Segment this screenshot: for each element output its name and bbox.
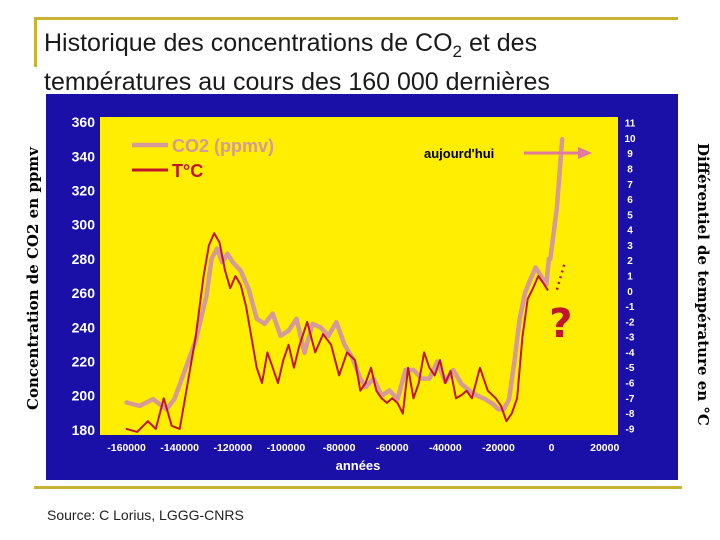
today-label: aujourd'hui [424,146,494,161]
x-tick-label: -120000 [214,442,253,454]
right-y-tick-label: 4 [627,226,633,237]
right-y-tick-label: 8 [627,164,633,175]
left-y-tick-label: 240 [72,319,96,335]
co2-today-rise-line [546,136,565,262]
slide-title: Historique des concentrations de CO2 et … [44,28,684,90]
right-y-tick-label: -9 [626,424,635,435]
right-y-tick-label: 10 [624,134,636,145]
slide-title-line-1: Historique des concentrations de CO2 et … [44,28,684,67]
title-subscript: 2 [452,42,463,61]
right-y-tick-label: 5 [627,210,633,221]
slide-title-line-2: températures au cours des 160 000 derniè… [44,68,550,90]
projection-dotted-line [555,261,567,291]
title-text-suffix: et des [462,29,538,57]
right-y-tick-label: 6 [627,195,633,206]
left-y-tick-label: 280 [72,251,96,267]
today-arrow-head [578,147,592,159]
left-y-tick-label: 220 [72,353,96,369]
right-y-tick-label: 0 [627,287,633,298]
slide-frame-left [34,17,37,67]
right-y-tick-label: -8 [626,409,635,420]
left-axis-label: Concentration de CO2 en ppmv [24,147,42,410]
right-y-tick-label: -7 [626,394,635,405]
x-tick-label: -100000 [267,442,306,454]
x-tick-label: 0 [549,442,555,454]
right-y-tick-label: 7 [627,180,633,191]
right-y-tick-label: 1 [627,272,633,283]
slide-frame-bottom [34,486,682,489]
right-y-tick-label: 9 [627,149,633,160]
left-y-tick-label: 320 [72,183,96,199]
right-axis-label: Différentiel de température en °C [694,143,712,426]
temperature-series-line [125,232,549,433]
legend-temp-label: T°C [172,161,203,181]
right-y-tick-label: 2 [627,256,633,267]
left-y-tick-label: 180 [72,422,96,438]
x-tick-label: -80000 [323,442,356,454]
question-mark-annotation: ? [549,301,572,347]
source-caption: Source: C Lorius, LGGG-CNRS [47,507,244,523]
right-y-tick-label: -6 [626,379,635,390]
right-y-tick-label: -5 [626,363,635,374]
right-y-tick-label: -1 [626,302,635,313]
x-tick-label: -40000 [429,442,462,454]
left-y-tick-label: 340 [72,148,96,164]
right-y-tick-label: 3 [627,241,633,252]
x-tick-label: -20000 [482,442,515,454]
right-y-tick-label: 11 [625,119,636,130]
x-tick-label: -60000 [376,442,409,454]
slide-frame-top [34,17,678,20]
left-y-tick-label: 200 [72,388,96,404]
x-tick-label: 20000 [590,442,619,454]
x-axis-label: années [336,458,381,473]
title-text-prefix: Historique des concentrations de CO [44,29,453,57]
x-tick-label: -140000 [160,442,199,454]
right-y-tick-label: -4 [626,348,635,359]
x-tick-label: -160000 [107,442,146,454]
right-y-tick-label: -3 [626,333,635,344]
legend-co2-label: CO2 (ppmv) [172,136,274,156]
left-y-tick-label: 260 [72,285,96,301]
right-y-tick-label: -2 [626,317,635,328]
left-y-tick-label: 360 [72,114,96,130]
left-y-tick-label: 300 [72,217,96,233]
